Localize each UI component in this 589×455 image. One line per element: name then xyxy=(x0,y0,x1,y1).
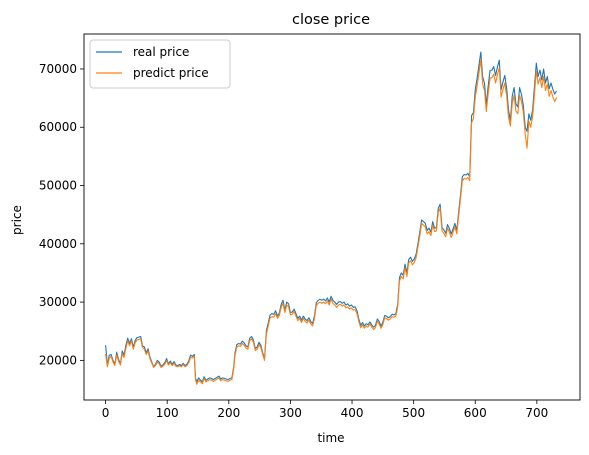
y-axis: 20000 30000 40000 50000 60000 70000 xyxy=(39,62,84,367)
plot-area xyxy=(83,33,581,401)
y-tick-label: 70000 xyxy=(39,62,77,76)
y-tick-label: 50000 xyxy=(39,179,77,193)
legend-entry-label: real price xyxy=(133,45,189,59)
y-tick-label: 60000 xyxy=(39,120,77,134)
x-tick-label: 0 xyxy=(102,406,110,420)
x-tick-label: 300 xyxy=(279,406,302,420)
y-tick-label: 40000 xyxy=(39,237,77,251)
series-layer xyxy=(105,51,558,385)
legend-box xyxy=(89,39,231,89)
plot-border xyxy=(83,33,581,401)
plot-background xyxy=(84,34,580,400)
x-tick-label: 200 xyxy=(217,406,240,420)
legend-entry-label: predict price xyxy=(133,66,209,80)
x-axis-label: time xyxy=(317,431,344,445)
chart-title: close price xyxy=(292,12,370,28)
x-tick-label: 100 xyxy=(156,406,179,420)
x-tick-label: 700 xyxy=(525,406,548,420)
y-tick-label: 30000 xyxy=(39,295,77,309)
x-axis: 0 100 200 300 400 500 600 700 xyxy=(102,400,548,420)
legend: real price predict price xyxy=(89,39,231,89)
x-tick-label: 400 xyxy=(341,406,364,420)
series-line-real-price xyxy=(105,51,558,383)
series-line-predict-price xyxy=(105,59,558,385)
x-tick-label: 500 xyxy=(402,406,425,420)
y-tick-label: 20000 xyxy=(39,353,77,367)
x-tick-label: 600 xyxy=(464,406,487,420)
y-axis-label: price xyxy=(10,205,24,235)
